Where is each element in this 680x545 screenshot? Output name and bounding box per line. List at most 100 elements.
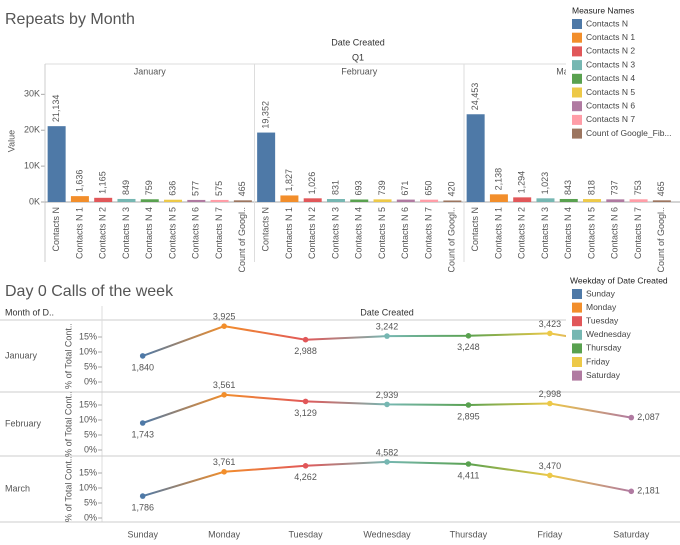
legend-swatch — [572, 128, 582, 139]
value-label: 650 — [423, 181, 433, 196]
x-tick-label: Contacts N — [470, 207, 480, 252]
x-tick-label: Contacts N 2 — [517, 207, 527, 259]
bar — [513, 197, 532, 202]
x-tick-label: Count of Googl.. — [447, 207, 457, 273]
value-label: 739 — [377, 180, 387, 195]
point-label: 3,423 — [539, 319, 562, 329]
point — [302, 336, 309, 343]
value-label: 24,453 — [470, 83, 480, 111]
legend-swatch — [572, 32, 582, 43]
x-tick-label: Contacts N 2 — [307, 207, 317, 259]
y-tick-label: 20K — [24, 125, 40, 135]
point — [302, 398, 309, 405]
bar — [559, 198, 578, 202]
x-tick-label: Count of Googl.. — [237, 207, 247, 273]
bar — [257, 132, 276, 202]
point-label: 1,743 — [131, 429, 154, 439]
bar — [606, 199, 625, 202]
point — [384, 459, 390, 465]
point-label: 3,242 — [376, 321, 399, 331]
point-label: 4,262 — [294, 472, 317, 482]
value-label: 843 — [563, 180, 573, 195]
point — [384, 401, 390, 408]
x-tick-label: Contacts N 4 — [144, 207, 154, 259]
bar — [233, 200, 252, 202]
legend: Measure Names Contacts N Contacts N 1 Conta… — [566, 0, 680, 146]
legend-swatch — [572, 73, 582, 84]
row-label: January — [5, 350, 38, 360]
bar — [326, 199, 345, 202]
point — [628, 488, 635, 495]
column-header: Date Created — [360, 307, 414, 317]
point — [221, 392, 227, 398]
legend-label: Saturday — [586, 370, 621, 380]
x-tick-label: Contacts N 1 — [284, 207, 294, 259]
legend-label: Contacts N 5 — [586, 87, 635, 97]
point-label: 2,988 — [294, 346, 317, 356]
bar — [140, 199, 159, 202]
point — [547, 330, 553, 337]
bar — [536, 198, 555, 202]
bar — [280, 195, 299, 202]
value-label: 831 — [330, 180, 340, 195]
point-label: 2,998 — [539, 389, 562, 399]
value-label: 759 — [144, 180, 154, 195]
x-tick-label: Contacts N 7 — [214, 207, 224, 259]
value-label: 19,352 — [261, 101, 271, 129]
point-label: 3,561 — [213, 380, 236, 390]
y-tick-label: 0% — [84, 376, 97, 386]
bar — [420, 199, 439, 202]
bar — [164, 199, 183, 202]
y-axis-title: % of Total Cont.. — [63, 456, 73, 522]
value-label: 671 — [400, 181, 410, 196]
x-tick-label: Contacts N — [261, 207, 271, 252]
column-header: Date Created — [331, 37, 385, 47]
x-tick-label: Contacts N 3 — [330, 207, 340, 259]
y-tick-label: 0K — [29, 196, 40, 206]
y-tick-label: 5% — [84, 361, 97, 371]
legend-label: Count of Google_Fib... — [586, 128, 672, 138]
point — [139, 353, 146, 359]
point — [465, 461, 472, 467]
point — [221, 323, 227, 330]
bar — [94, 197, 113, 202]
bar — [443, 200, 462, 202]
point-label: 3,470 — [539, 461, 562, 471]
x-tick-label: Contacts N 4 — [563, 207, 573, 259]
legend-label: Contacts N 7 — [586, 114, 635, 124]
row-label: March — [5, 483, 30, 493]
bar — [583, 199, 602, 202]
row-header: Month of D.. — [5, 307, 54, 317]
x-tick-label: Contacts N 3 — [540, 207, 550, 259]
y-axis-title: % of Total Cont.. — [63, 323, 73, 389]
x-tick-label: Contacts N 2 — [98, 207, 108, 259]
legend-swatch — [572, 357, 582, 367]
month-header: January — [134, 66, 167, 76]
value-label: 1,165 — [98, 171, 108, 194]
point-label: 1,786 — [131, 502, 154, 512]
x-tick-label: Saturday — [613, 529, 650, 539]
point-label: 3,925 — [213, 312, 236, 322]
x-tick-label: Contacts N 4 — [354, 207, 364, 259]
x-tick-label: Contacts N 1 — [493, 207, 503, 259]
value-label: 2,138 — [493, 168, 503, 191]
point — [465, 402, 472, 408]
bar — [210, 199, 229, 202]
legend-label: Contacts N 4 — [586, 73, 635, 83]
point-label: 4,411 — [457, 470, 479, 480]
x-tick-label: Contacts N 5 — [167, 207, 177, 259]
chart-title: Day 0 Calls of the week — [5, 283, 174, 300]
row-label: February — [5, 418, 42, 428]
value-label: 577 — [191, 181, 201, 196]
legend: Weekday of Date Created Sunday Monday Tuesd… — [566, 272, 680, 384]
y-tick-label: 5% — [84, 497, 97, 507]
x-tick-label: Contacts N 6 — [191, 207, 201, 259]
value-label: 1,023 — [540, 172, 550, 195]
point-label: 3,129 — [294, 408, 317, 418]
value-label: 1,827 — [284, 169, 294, 192]
legend-label: Sunday — [586, 288, 616, 298]
legend-label: Wednesday — [586, 329, 631, 339]
month-header: February — [341, 66, 378, 76]
value-label: 818 — [586, 180, 596, 195]
